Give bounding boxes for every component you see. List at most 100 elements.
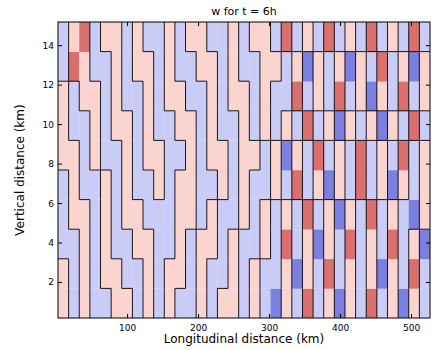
cell — [79, 140, 90, 170]
contour — [281, 229, 282, 259]
contour — [291, 229, 292, 259]
cell — [217, 170, 228, 200]
cell — [366, 111, 377, 141]
contour — [58, 81, 69, 82]
contour — [259, 259, 260, 289]
contour — [270, 170, 271, 200]
contour — [164, 81, 165, 111]
cell — [377, 229, 388, 259]
cell — [164, 111, 175, 141]
y-tick — [58, 203, 62, 204]
contour — [100, 170, 101, 200]
cell — [366, 52, 377, 82]
cell — [324, 259, 335, 289]
y-tick — [58, 164, 62, 165]
contour — [334, 52, 335, 82]
contour — [121, 140, 122, 170]
contour — [408, 111, 409, 141]
contour — [249, 81, 250, 111]
contour — [281, 52, 282, 82]
cell — [260, 81, 271, 111]
contour — [89, 200, 90, 230]
cell — [419, 288, 430, 318]
cell — [398, 81, 409, 111]
contour — [334, 288, 335, 318]
contour — [164, 170, 165, 200]
x-tick — [198, 314, 199, 318]
cell — [143, 22, 154, 52]
contour — [324, 110, 335, 111]
contour — [409, 51, 420, 52]
contour — [68, 52, 69, 82]
cell — [292, 200, 303, 230]
contour — [238, 288, 239, 318]
cell — [302, 229, 313, 259]
contour — [398, 200, 399, 230]
contour — [387, 200, 388, 230]
cell — [207, 81, 218, 111]
contour — [111, 258, 122, 259]
cell — [387, 140, 398, 170]
contour — [323, 111, 324, 141]
cell — [377, 140, 388, 170]
contour — [153, 170, 154, 200]
contour — [259, 140, 260, 170]
contour — [121, 81, 122, 111]
contour — [419, 140, 430, 141]
cell — [302, 288, 313, 318]
contour — [239, 81, 250, 82]
contour — [100, 200, 101, 230]
contour — [387, 140, 388, 170]
contour — [387, 52, 388, 82]
contour — [302, 51, 313, 52]
contour — [398, 259, 399, 289]
cell — [281, 170, 292, 200]
cell — [175, 140, 186, 170]
y-tick-label: 12 — [43, 80, 54, 90]
cell — [302, 140, 313, 170]
cell — [111, 111, 122, 141]
contour — [355, 111, 356, 141]
cell — [143, 288, 154, 318]
contour — [408, 140, 409, 170]
cell — [90, 22, 101, 52]
cell — [69, 111, 80, 141]
contour — [291, 200, 292, 230]
contour — [356, 110, 367, 111]
cell — [228, 111, 239, 141]
contour — [281, 111, 282, 141]
contour — [281, 110, 292, 111]
cell — [132, 170, 143, 200]
cell — [398, 22, 409, 52]
cell — [271, 170, 282, 200]
contour — [344, 52, 345, 82]
contour — [217, 111, 218, 141]
contour — [408, 229, 409, 259]
cell — [387, 229, 398, 259]
cell — [196, 288, 207, 318]
cell — [196, 200, 207, 230]
contour — [302, 259, 303, 289]
contour — [79, 229, 80, 259]
contour — [387, 288, 388, 318]
contour — [302, 200, 303, 230]
x-tick — [340, 22, 341, 26]
cell — [292, 22, 303, 52]
cell — [175, 200, 186, 230]
cell — [58, 200, 69, 230]
contour — [89, 229, 90, 259]
cell — [260, 229, 271, 259]
cell — [79, 229, 90, 259]
cell — [398, 288, 409, 318]
contour — [174, 111, 175, 141]
cell — [79, 170, 90, 200]
contour — [154, 140, 165, 141]
cell — [313, 229, 324, 259]
cell — [196, 81, 207, 111]
contour — [376, 140, 377, 170]
contour — [302, 111, 303, 141]
contour — [387, 111, 388, 141]
cell — [58, 170, 69, 200]
cell — [313, 170, 324, 200]
y-axis-title: Vertical distance (km) — [13, 104, 27, 235]
